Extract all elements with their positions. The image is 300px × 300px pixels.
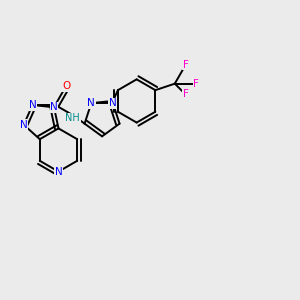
Text: F: F [194, 79, 199, 89]
Text: N: N [87, 98, 95, 108]
Text: F: F [183, 60, 188, 70]
Text: NH: NH [65, 113, 80, 123]
Text: N: N [50, 102, 58, 112]
Text: N: N [20, 120, 28, 130]
Text: N: N [109, 98, 117, 108]
Text: O: O [62, 81, 70, 91]
Text: N: N [55, 167, 62, 177]
Text: N: N [29, 100, 36, 110]
Text: F: F [183, 89, 188, 100]
